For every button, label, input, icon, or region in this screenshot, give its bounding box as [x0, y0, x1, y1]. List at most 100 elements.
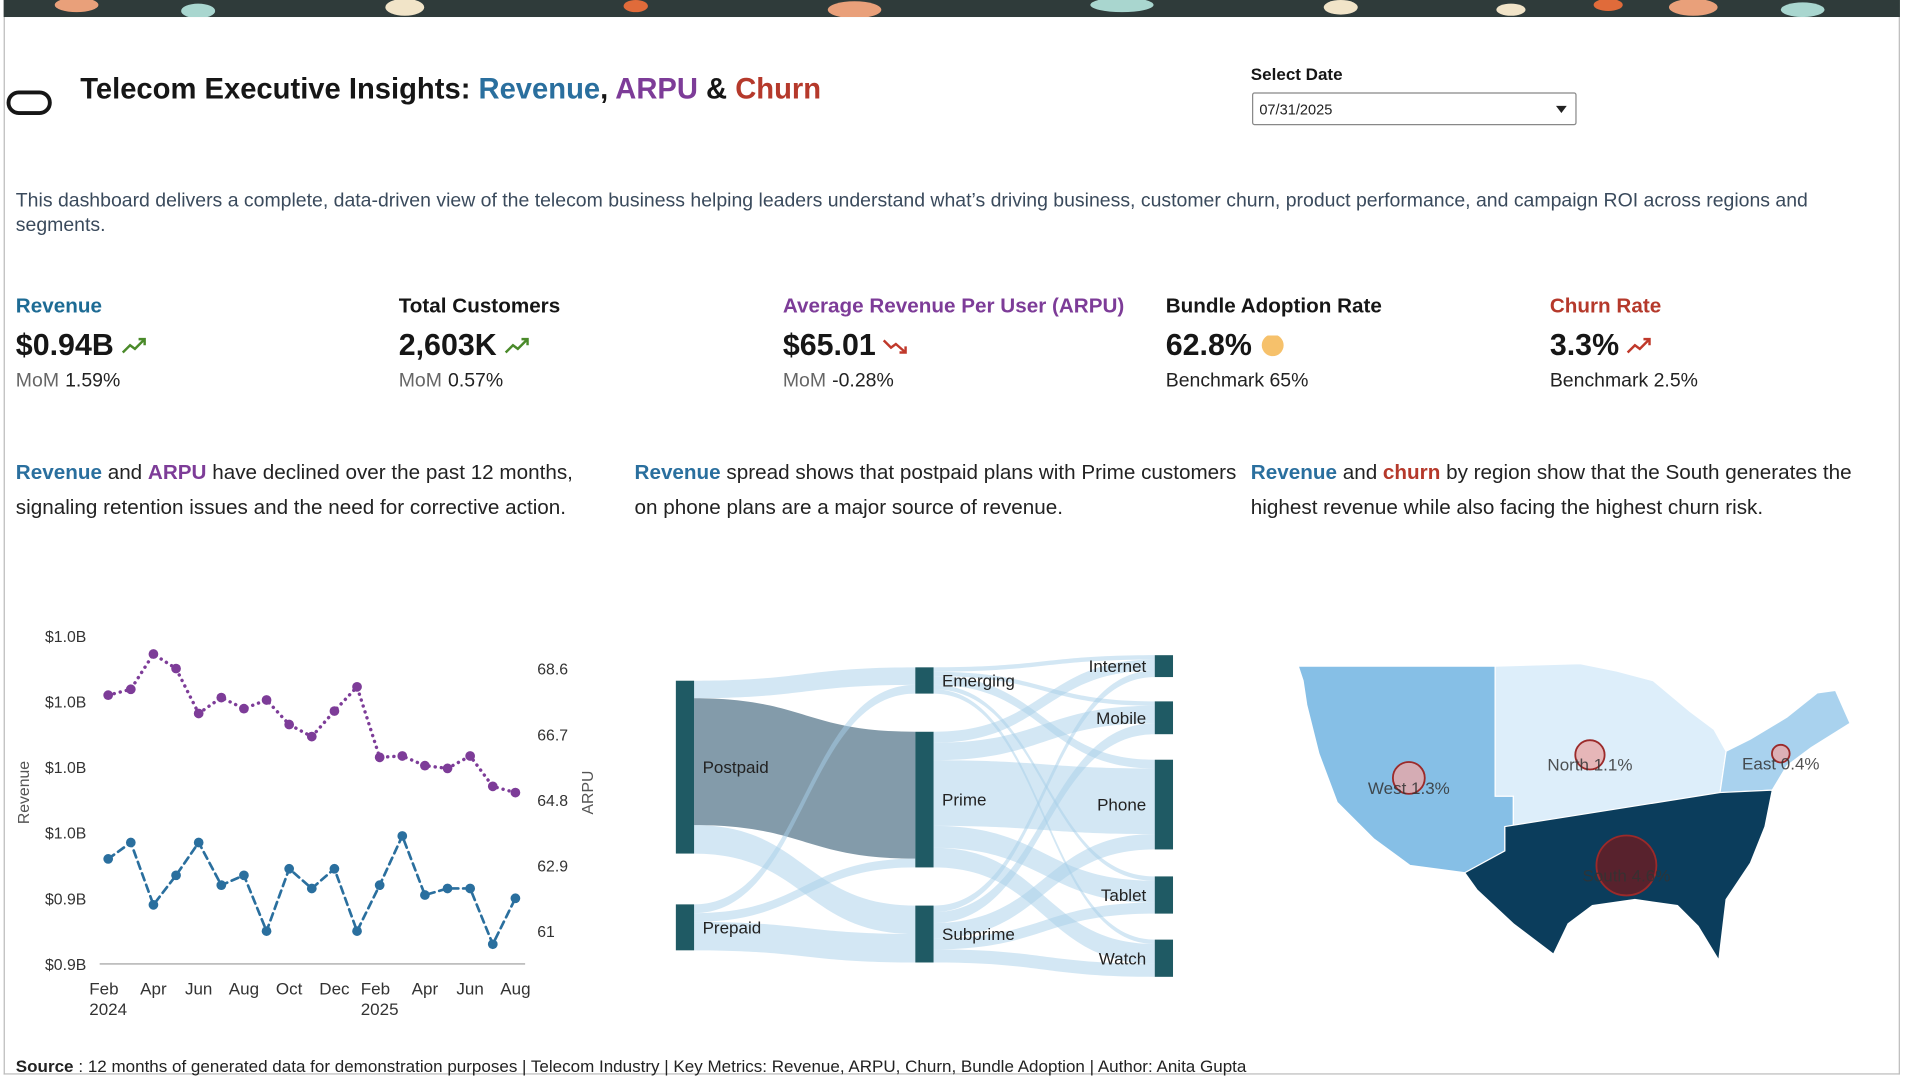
kpi-value-row: $65.01 [783, 328, 1148, 363]
insight-text: Revenue and ARPU have declined over the … [16, 455, 630, 526]
kpi-value: $65.01 [782, 328, 876, 363]
insight-text: Revenue and churn by region show that th… [1251, 455, 1865, 526]
kpi-value: 3.3% [1549, 328, 1620, 363]
x-tick-label: Aug [500, 978, 531, 998]
node-label: Prime [942, 791, 986, 810]
banner [3, 0, 1900, 18]
sankey-link [694, 698, 916, 859]
date-value[interactable]: 07/31/2025 [1259, 100, 1333, 118]
data-point [125, 684, 136, 695]
data-point [261, 926, 272, 936]
data-point [148, 900, 159, 910]
sankey-node [1154, 701, 1174, 735]
trend-icon [504, 337, 529, 353]
trend-line [121, 337, 146, 353]
region-label: South 4.6% [1582, 866, 1670, 885]
x-tick-label: Feb 2025 [360, 978, 399, 1019]
data-point [125, 837, 136, 848]
sankey-node [915, 667, 934, 694]
data-point [397, 831, 408, 841]
dropdown-arrow[interactable] [1555, 105, 1567, 114]
sankey-link [933, 670, 1155, 913]
x-tick-label: Jun [184, 978, 213, 998]
sankey-link [933, 676, 1155, 769]
node-label: Tablet [1101, 886, 1147, 905]
churn-bubble [1391, 761, 1426, 795]
kpi-value-row: 2,603K [399, 328, 764, 363]
data-point [420, 890, 430, 900]
insight-part: ARPU [147, 460, 207, 484]
region-label: North 1.1% [1547, 756, 1632, 775]
insight-part: by region show that the South generates … [1250, 460, 1858, 520]
kpi-card: Total Customers 2,603K MoM 0.57% [399, 294, 764, 392]
kpi-card: Average Revenue Per User (ARPU) $65.01 MoM… [783, 294, 1148, 392]
sankey-link [933, 659, 1155, 743]
churn-bubble [1595, 834, 1658, 897]
data-point [465, 751, 476, 761]
sankey-link [933, 825, 1155, 903]
kpi-title: Bundle Adoption Rate [1165, 294, 1382, 318]
banner-pattern [54, 0, 1825, 18]
data-point [216, 692, 227, 703]
y2-axis-title: ARPU [580, 771, 597, 815]
sankey-node [1154, 655, 1174, 678]
data-point [284, 863, 295, 874]
data-point [442, 763, 453, 774]
description: This dashboard delivers a complete, data… [15, 190, 1808, 236]
trend-line [504, 337, 528, 353]
change-value: -0.28% [832, 370, 894, 392]
trend-icon [1626, 337, 1651, 353]
x-tick-label: Oct [275, 978, 303, 998]
node-label: Postpaid [703, 758, 769, 777]
sankey-link [933, 705, 1155, 761]
page-title: Telecom Executive Insights: Revenue, ARP… [80, 73, 821, 107]
y2-tick-label: 68.6 [537, 662, 568, 679]
sankey-link [933, 760, 1155, 835]
kpi-sub: MoM -0.28% [783, 371, 1148, 393]
trend-icon [121, 337, 146, 353]
insight-part: spread shows that postpaid plans with Pr… [634, 460, 1243, 520]
trend-icon [883, 338, 908, 354]
footer-label: Source [15, 1056, 74, 1076]
trend-line [883, 338, 907, 353]
data-point [239, 703, 249, 714]
footer-text: : 12 months of generated data for demons… [78, 1056, 1247, 1076]
insight-part: and [1336, 460, 1383, 484]
sankey-node [1154, 759, 1174, 850]
insight-part: churn [1382, 460, 1441, 484]
data-point [352, 682, 362, 692]
sankey-link [694, 684, 916, 914]
status-dot [1261, 334, 1284, 356]
kpi-value: 2,603K [398, 328, 497, 363]
change-label: MoM [15, 370, 60, 392]
change-value: 1.59% [65, 370, 121, 392]
node-label: Phone [1097, 796, 1146, 815]
y-tick-label: $1.0B [45, 826, 86, 843]
trend-head [1643, 337, 1651, 345]
node-label: Emerging [942, 672, 1015, 691]
data-point [193, 837, 204, 848]
sankey-link [933, 902, 1155, 950]
data-point [510, 893, 521, 904]
kpi-value: 62.8% [1165, 328, 1252, 363]
data-point [306, 883, 317, 894]
y-tick-label: $1.0B [45, 760, 86, 777]
frame [3, 0, 1900, 1075]
sankey-link [694, 921, 916, 963]
y-tick-label: $0.9B [45, 957, 86, 974]
kpi-value-row: 3.3% [1550, 328, 1906, 363]
x-tick-label: Jun [456, 978, 484, 998]
sankey-link [933, 723, 1155, 924]
sankey-node [1154, 876, 1174, 914]
data-point [465, 883, 476, 894]
node-label: Subprime [942, 925, 1015, 944]
region-label: East 0.4% [1742, 754, 1820, 773]
kpi-sub: Benchmark 65% [1166, 371, 1531, 393]
trend-head [900, 345, 908, 354]
data-point [352, 926, 362, 936]
sankey-link [933, 671, 1155, 706]
date-select[interactable]: 07/31/2025 [1252, 92, 1577, 126]
sankey-link [933, 655, 1155, 672]
x-tick-label: Dec [319, 978, 350, 998]
